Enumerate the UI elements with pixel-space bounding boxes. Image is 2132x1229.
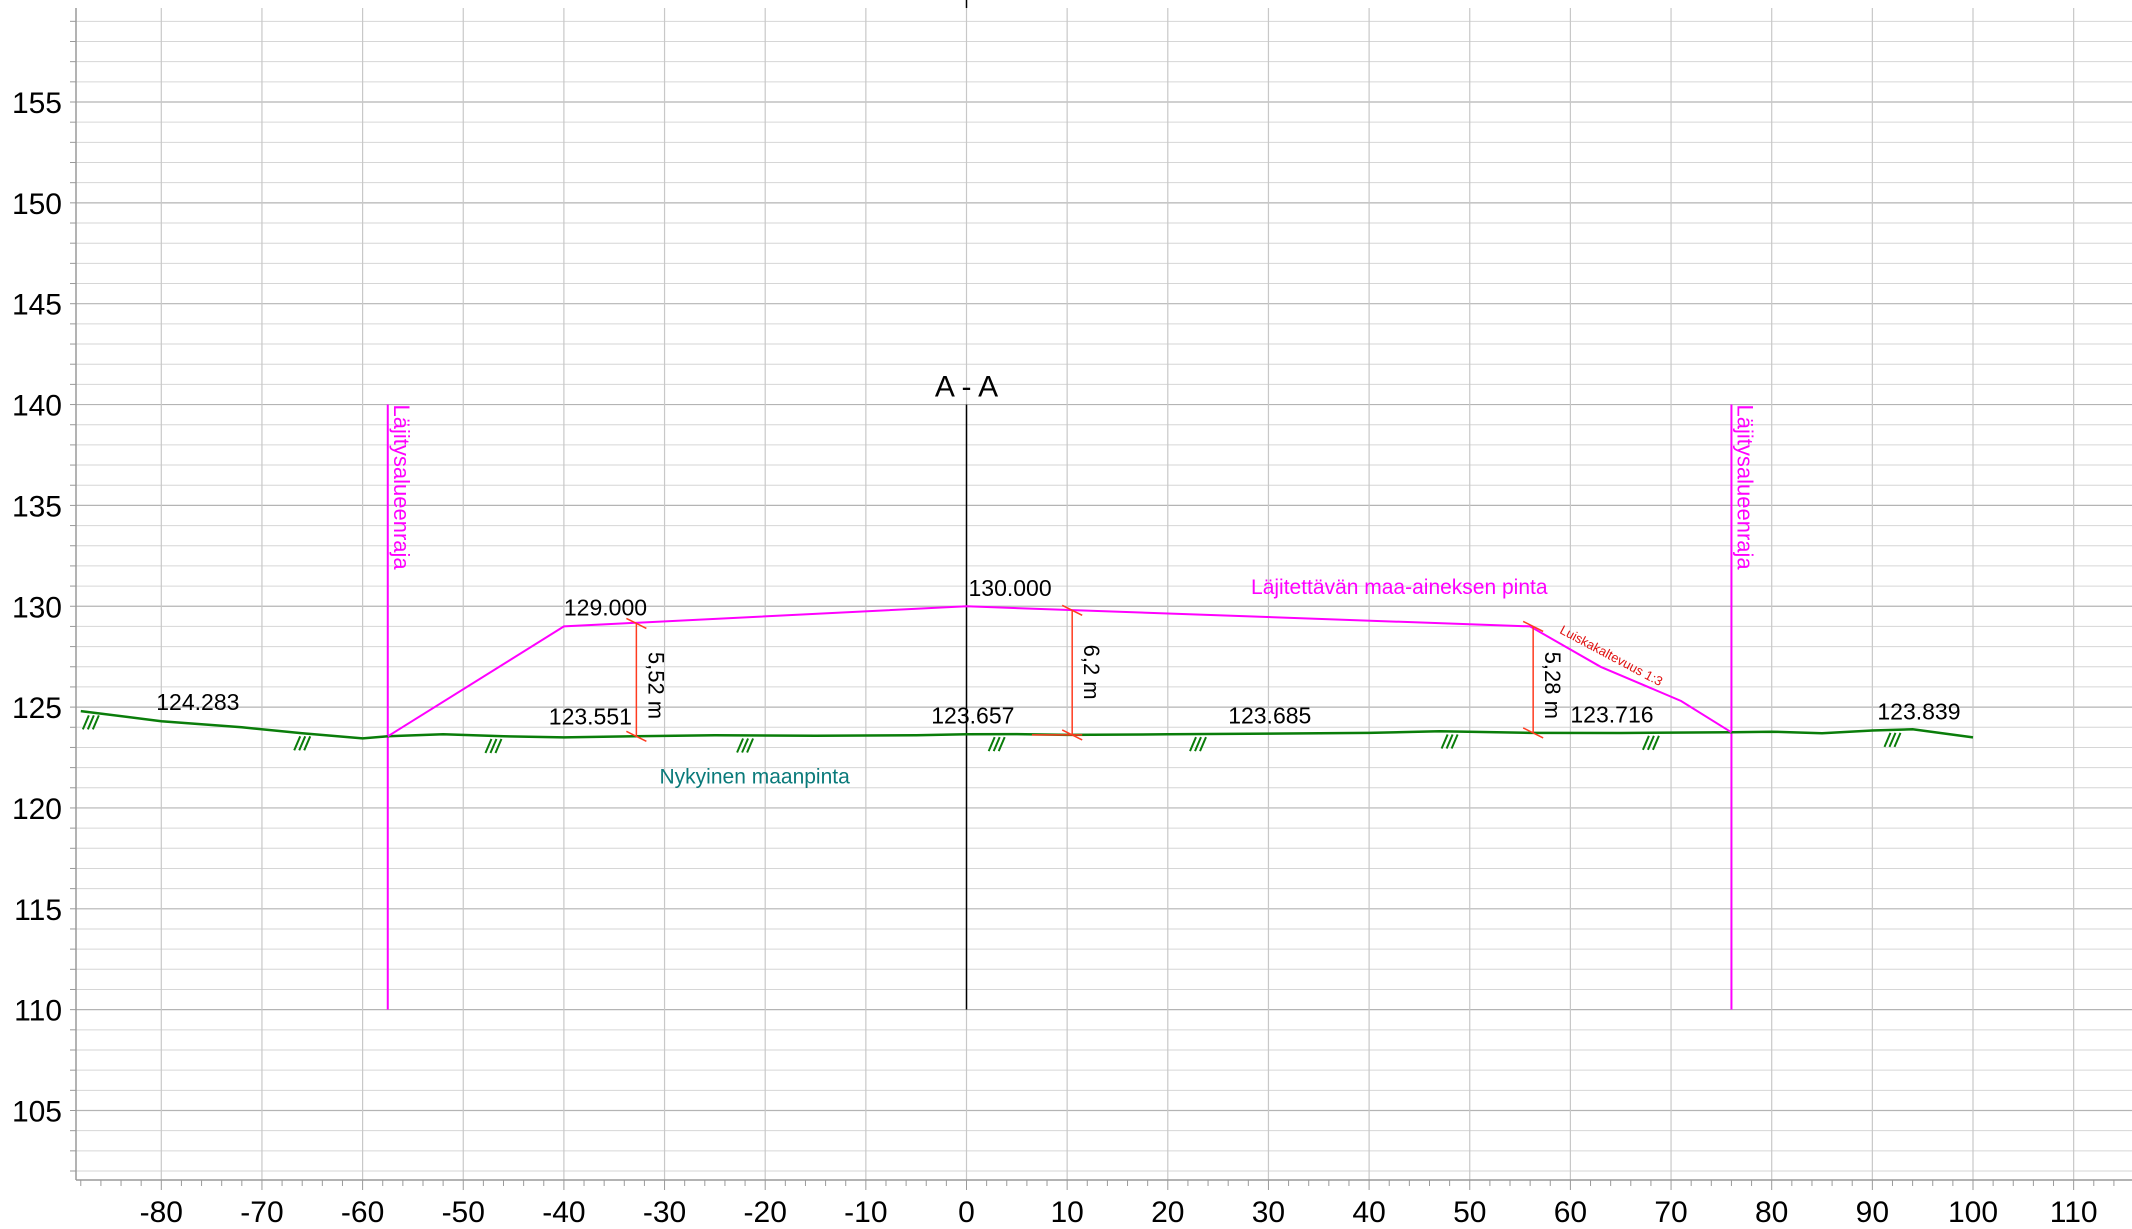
hatch-stroke: [1647, 735, 1655, 751]
x-tick-label: 80: [1755, 1196, 1788, 1229]
hatch-stroke: [992, 736, 1001, 752]
annotations: A - A Läjitysalueenraja Läjitysalueenraja 5…: [156, 371, 1960, 789]
ground-hatch-symbol: [1642, 735, 1660, 751]
dimension-tick: [626, 730, 647, 743]
elevation-label: 123.685: [1228, 702, 1311, 728]
elevation-label: 129.000: [564, 594, 647, 620]
dimension-label: 5,52 m: [643, 652, 668, 719]
hatch-stroke: [741, 738, 749, 753]
hatch-stroke: [1450, 734, 1459, 749]
elevation-label: 123.716: [1570, 701, 1653, 727]
fill-surface-line: [387, 605, 1732, 738]
elevation-label: 130.000: [969, 575, 1052, 601]
hatch-stroke: [736, 738, 744, 753]
hatch-stroke: [298, 735, 307, 751]
hatch-stroke: [494, 738, 503, 754]
hatch-stroke: [1642, 735, 1650, 751]
x-tick-label: -70: [240, 1196, 283, 1229]
x-tick-label: 70: [1654, 1196, 1687, 1229]
x-tick-label: 30: [1252, 1196, 1285, 1229]
section-title: A - A: [935, 371, 998, 404]
x-tick-label: -30: [643, 1196, 686, 1229]
x-tick-label: 100: [1948, 1196, 1998, 1229]
elevation-label: 123.551: [549, 703, 632, 729]
ground-hatch-symbol: [987, 736, 1006, 752]
y-tick-label: 135: [12, 490, 62, 523]
x-tick-label: 20: [1151, 1196, 1184, 1229]
x-tick-label: -50: [442, 1196, 485, 1229]
hatch-stroke: [489, 738, 498, 754]
y-tick-label: 125: [12, 692, 62, 725]
hatch-stroke: [1652, 735, 1660, 751]
hatch-stroke: [303, 735, 312, 751]
ground-hatch-symbol: [736, 738, 754, 753]
hatch-stroke: [1893, 732, 1902, 748]
hatch-stroke: [86, 715, 95, 730]
slope-label: Luiskakaltevuus 1:3: [1557, 622, 1665, 689]
boundary-label: Läjitysalueenraja: [1732, 405, 1757, 571]
x-tick-label: 50: [1453, 1196, 1486, 1229]
hatch-stroke: [293, 735, 302, 751]
hatch-stroke: [1199, 736, 1207, 752]
dimension-tick: [1522, 727, 1544, 739]
x-tick-label: -80: [140, 1196, 183, 1229]
elevation-label: 124.283: [156, 689, 239, 715]
hatch-stroke: [1194, 736, 1202, 752]
dimension-tick: [1061, 604, 1083, 616]
grid: [76, 8, 2132, 1180]
profile-lines: [80, 0, 1974, 1010]
y-tick-label: 140: [12, 390, 62, 423]
x-tick-label: 0: [958, 1196, 975, 1229]
y-tick-label: 155: [12, 87, 62, 120]
y-tick-label: 130: [12, 591, 62, 624]
ground-hatch-symbol: [293, 735, 312, 751]
x-tick-label: 90: [1856, 1196, 1889, 1229]
dimension-tick: [626, 617, 647, 630]
ground-hatch-symbol: [1440, 734, 1459, 749]
x-tick-label: 110: [2050, 1196, 2098, 1229]
hatch-stroke: [1440, 734, 1449, 749]
dimension-label: 5,28 m: [1540, 652, 1565, 719]
elevation-label: 123.839: [1877, 698, 1960, 724]
hatch-stroke: [81, 715, 90, 730]
hatch-stroke: [987, 736, 996, 752]
hatch-stroke: [1189, 736, 1197, 752]
ground-surface-line: [80, 709, 1974, 740]
x-tick-label: -10: [844, 1196, 887, 1229]
ground-surface-label: Nykyinen maanpinta: [660, 766, 851, 789]
dimension-label: 6,2 m: [1079, 645, 1104, 700]
ground-hatch-symbol: [81, 715, 100, 730]
boundary-label: Läjitysalueenraja: [389, 405, 414, 571]
ground-hatch-symbol: [1883, 732, 1902, 748]
fill-surface-label: Läjitettävän maa-aineksen pinta: [1251, 576, 1548, 599]
hatch-stroke: [746, 738, 754, 753]
hatch-stroke: [484, 738, 493, 754]
hatch-stroke: [1883, 732, 1892, 748]
y-tick-label: 110: [14, 995, 62, 1028]
hatch-stroke: [1888, 732, 1897, 748]
x-tick-label: -60: [341, 1196, 384, 1229]
x-tick-label: -40: [542, 1196, 585, 1229]
axes: 105 110 115 120 125 130 135 140 145 150 155 -80 -70 -…: [12, 8, 2132, 1229]
dimension-tick: [1522, 620, 1544, 633]
x-tick-label: -20: [744, 1196, 787, 1229]
y-tick-label: 150: [12, 188, 62, 221]
y-tick-label: 105: [12, 1096, 62, 1129]
hatch-stroke: [91, 715, 100, 730]
x-tick-label: 40: [1352, 1196, 1385, 1229]
x-tick-label: 60: [1554, 1196, 1587, 1229]
y-tick-label: 120: [12, 793, 62, 826]
ground-hatch-symbol: [484, 738, 503, 754]
elevation-label: 123.657: [931, 702, 1014, 728]
hatch-stroke: [1445, 734, 1454, 749]
x-tick-label: 10: [1050, 1196, 1083, 1229]
y-tick-label: 145: [12, 289, 62, 322]
hatch-stroke: [997, 736, 1006, 752]
y-tick-label: 115: [14, 894, 62, 927]
ground-hatch-symbol: [1189, 736, 1207, 752]
